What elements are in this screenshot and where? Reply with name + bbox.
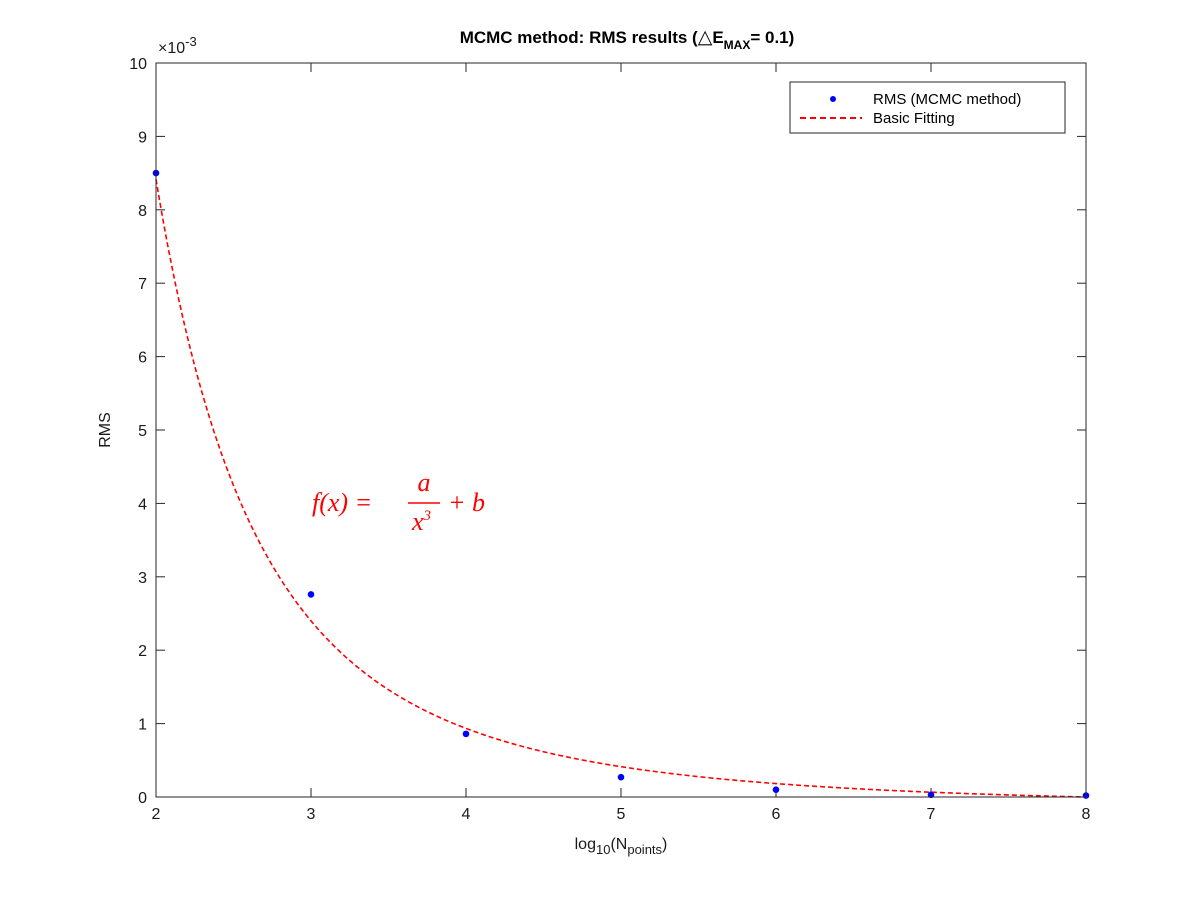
fit-formula-annotation: f(x) = a x3 + b	[312, 468, 485, 536]
y-tick-label: 0	[138, 790, 147, 807]
y-tick-label: 2	[138, 643, 147, 660]
formula-rhs: + b	[448, 488, 485, 517]
x-tick-label: 5	[617, 806, 626, 823]
legend-marker-rms	[830, 96, 836, 102]
x-tick-label: 3	[307, 806, 316, 823]
formula-denominator: x3	[411, 507, 431, 536]
x-tick-label: 2	[152, 806, 161, 823]
y-tick-label: 6	[138, 350, 147, 367]
x-axis-label-sub2: points	[627, 842, 662, 857]
x-tick-label: 4	[462, 806, 471, 823]
legend-box	[789, 81, 1066, 134]
data-point	[462, 730, 470, 738]
formula-numerator: a	[418, 468, 431, 497]
y-tick-label: 8	[138, 203, 147, 220]
y-tick-label: 9	[138, 129, 147, 146]
formula-denominator-base: x	[411, 507, 424, 536]
y-axis-label: RMS	[97, 412, 114, 448]
y-tick-label: 7	[138, 276, 147, 293]
y-exponent-power: -3	[185, 34, 197, 49]
data-point	[307, 591, 315, 598]
x-axis-label-mid: (N	[610, 836, 627, 853]
chart-title-sub: MAX	[724, 38, 751, 52]
chart-title: MCMC method: RMS results (△EMAX= 0.1)	[460, 27, 795, 52]
y-tick-label: 5	[138, 423, 147, 440]
chart-title-symbol: △	[698, 27, 713, 48]
y-tick-label: 3	[138, 570, 147, 587]
legend-label-fit: Basic Fitting	[873, 110, 955, 127]
y-tick-label: 10	[129, 56, 147, 73]
series-basic-fitting-line	[155, 179, 1087, 798]
x-axis-label-sub1: 10	[596, 842, 610, 857]
chart-title-main: E	[712, 28, 723, 47]
plot-frame	[155, 62, 1087, 798]
y-exponent-label: ×10-3	[158, 34, 197, 57]
data-point	[617, 773, 625, 781]
x-tick-label: 6	[772, 806, 781, 823]
chart-title-prefix: MCMC method: RMS results (	[460, 28, 698, 47]
x-axis-label: log10(Npoints)	[575, 836, 668, 857]
x-axis-label-main: log	[575, 836, 596, 853]
formula-lhs: f(x) =	[312, 488, 372, 517]
x-axis-label-end: )	[662, 836, 667, 853]
x-tick-label: 7	[927, 806, 936, 823]
y-tick-label: 1	[138, 717, 147, 734]
legend: RMS (MCMC method) Basic Fitting	[789, 81, 1066, 134]
y-exponent-base: ×10	[158, 40, 185, 57]
y-tick-label: 4	[138, 496, 147, 513]
ticks-layer: 2 3 4 5 6 7 8 0 1 2 3 4 5 6 7 8 9 10	[129, 56, 1090, 823]
x-tick-label: 8	[1082, 806, 1091, 823]
formula-denominator-exp: 3	[423, 508, 432, 524]
data-point	[927, 791, 935, 799]
chart-title-suffix: = 0.1)	[750, 28, 794, 47]
plot-layer	[152, 169, 1090, 799]
legend-label-rms: RMS (MCMC method)	[873, 91, 1021, 108]
data-point	[772, 786, 780, 793]
